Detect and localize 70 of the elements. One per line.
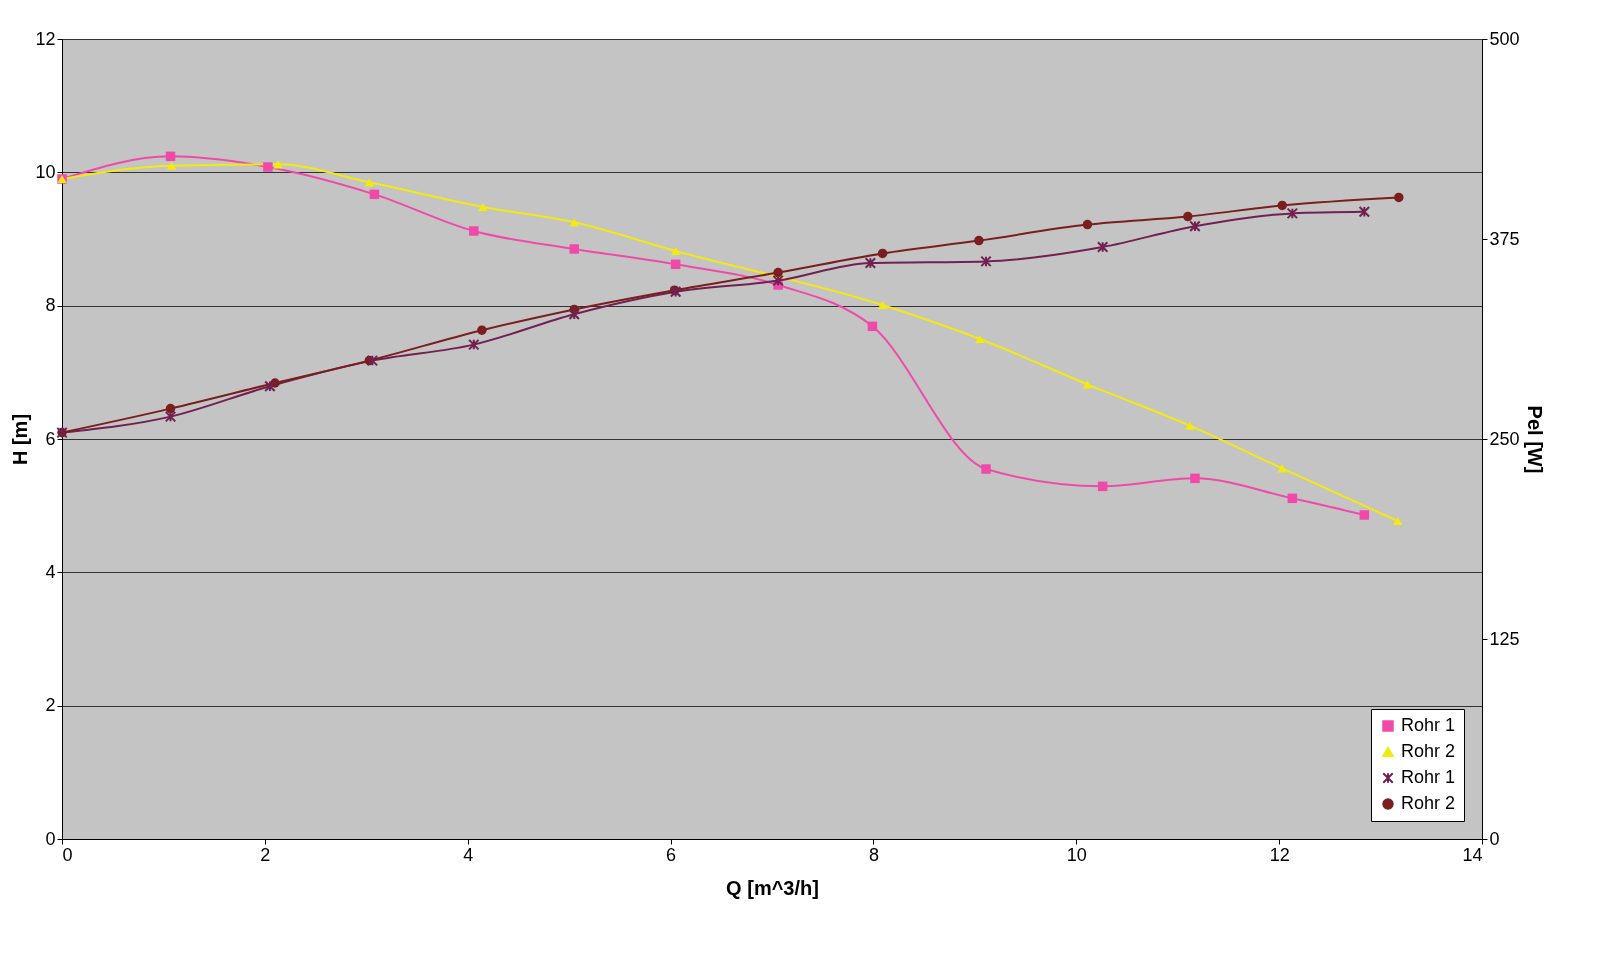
point (1286, 207, 1299, 220)
x-tick-label: 14 (1462, 844, 1483, 865)
y-tick-label: 0 (45, 828, 56, 849)
point (981, 464, 991, 474)
point (478, 202, 488, 212)
point (364, 178, 375, 187)
point (864, 257, 877, 269)
point (369, 189, 380, 200)
point (569, 218, 579, 227)
point (366, 354, 379, 367)
y2-tick-label: 125 (1489, 628, 1520, 649)
point (1082, 219, 1093, 230)
y-tick-label: 6 (45, 428, 56, 449)
x-tick-label: 10 (1066, 844, 1087, 865)
x-tick-label: 2 (260, 844, 271, 865)
point (1183, 211, 1193, 222)
point (670, 259, 681, 270)
point (166, 161, 177, 170)
point (569, 244, 579, 254)
y-axis-title: H [m] (9, 413, 32, 466)
x-axis-title: Q [m^3/h] (726, 876, 819, 899)
legend-label: Rohr 2 (1401, 793, 1456, 813)
y-tick-label: 8 (45, 295, 56, 316)
point (1185, 421, 1195, 430)
y-tick-label: 2 (45, 695, 56, 716)
point (1097, 481, 1108, 492)
y-tick-label: 10 (35, 161, 56, 182)
point (165, 151, 176, 162)
point (1096, 241, 1109, 253)
point (877, 300, 888, 310)
y-tick-label: 4 (45, 561, 56, 582)
point (1393, 516, 1403, 526)
point (477, 325, 487, 335)
x-tick-label: 12 (1269, 844, 1290, 865)
point (772, 274, 784, 287)
legend-label: Rohr 1 (1401, 715, 1456, 735)
y2-tick-label: 0 (1489, 828, 1500, 849)
point (877, 248, 888, 259)
point (165, 403, 176, 414)
point (980, 255, 992, 268)
point (568, 308, 580, 320)
point (1359, 510, 1370, 520)
point (1190, 473, 1200, 484)
legend-label: Rohr 1 (1401, 767, 1456, 787)
x-tick-label: 8 (868, 844, 879, 865)
y2-tick-label: 500 (1489, 28, 1520, 49)
point (773, 267, 783, 278)
point (1394, 192, 1404, 203)
point (974, 235, 984, 246)
point (264, 380, 276, 392)
y-tick-label: 12 (35, 28, 56, 49)
point (975, 334, 985, 344)
point (1277, 200, 1287, 211)
point (1358, 206, 1371, 218)
point (670, 246, 681, 256)
x-tick-label: 4 (463, 844, 474, 865)
point (164, 410, 177, 423)
point (1082, 380, 1093, 389)
point (468, 338, 480, 351)
legend-label: Rohr 2 (1401, 741, 1456, 761)
point (1287, 493, 1298, 504)
y2-tick-label: 250 (1489, 428, 1520, 449)
x-tick-label: 6 (666, 844, 677, 865)
y2-axis-title: Pel [W] (1523, 405, 1546, 474)
x-tick-label: 0 (62, 844, 73, 865)
y2-tick-label: 375 (1489, 228, 1520, 249)
point (469, 226, 479, 236)
point (1189, 220, 1201, 232)
point (867, 321, 878, 332)
point (263, 162, 273, 172)
